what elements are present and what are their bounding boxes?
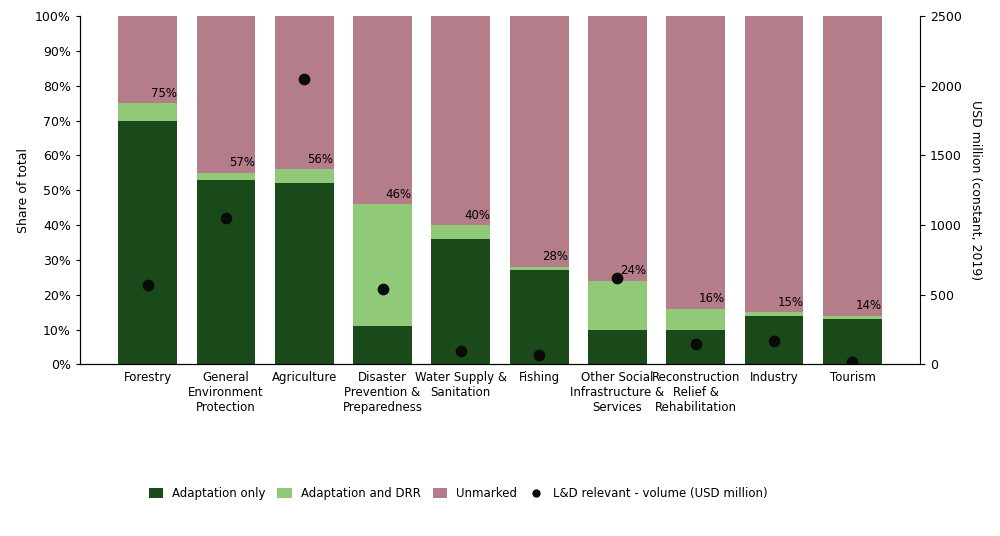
Bar: [745, 316, 803, 364]
Text: 40%: 40%: [464, 209, 490, 222]
Point: [531, 351, 547, 359]
Bar: [745, 16, 803, 312]
Text: 24%: 24%: [621, 264, 647, 278]
Point: [688, 340, 704, 348]
Bar: [588, 16, 647, 281]
Y-axis label: Share of total: Share of total: [17, 148, 30, 233]
Bar: [275, 183, 334, 364]
Bar: [353, 204, 412, 326]
Point: [296, 75, 312, 83]
Bar: [118, 16, 177, 103]
Text: 15%: 15%: [777, 296, 803, 309]
Bar: [431, 239, 490, 364]
Bar: [666, 330, 725, 364]
Bar: [431, 225, 490, 239]
Text: 14%: 14%: [856, 299, 882, 312]
Text: 16%: 16%: [699, 292, 725, 305]
Point: [766, 337, 782, 345]
Point: [218, 214, 234, 222]
Text: 75%: 75%: [151, 87, 177, 100]
Bar: [118, 103, 177, 121]
Bar: [588, 281, 647, 330]
Bar: [197, 16, 255, 173]
Bar: [666, 16, 725, 309]
Bar: [588, 330, 647, 364]
Text: 46%: 46%: [386, 188, 412, 200]
Bar: [823, 319, 882, 364]
Bar: [353, 326, 412, 364]
Bar: [823, 16, 882, 316]
Bar: [510, 267, 569, 270]
Bar: [197, 180, 255, 364]
Bar: [275, 169, 334, 183]
Point: [609, 274, 625, 282]
Bar: [745, 312, 803, 316]
Text: 57%: 57%: [229, 157, 255, 169]
Point: [453, 346, 469, 355]
Y-axis label: USD million (constant, 2019): USD million (constant, 2019): [969, 100, 982, 280]
Bar: [431, 16, 490, 225]
Bar: [823, 316, 882, 319]
Text: 56%: 56%: [307, 153, 333, 166]
Bar: [666, 309, 725, 330]
Legend: Adaptation only, Adaptation and DRR, Unmarked, L&D relevant - volume (USD millio: Adaptation only, Adaptation and DRR, Unm…: [144, 482, 772, 505]
Bar: [275, 16, 334, 169]
Point: [844, 358, 860, 367]
Bar: [510, 270, 569, 364]
Bar: [197, 173, 255, 180]
Text: 28%: 28%: [542, 250, 568, 263]
Bar: [353, 16, 412, 204]
Bar: [118, 121, 177, 364]
Point: [375, 284, 391, 293]
Bar: [510, 16, 569, 267]
Point: [140, 281, 156, 289]
